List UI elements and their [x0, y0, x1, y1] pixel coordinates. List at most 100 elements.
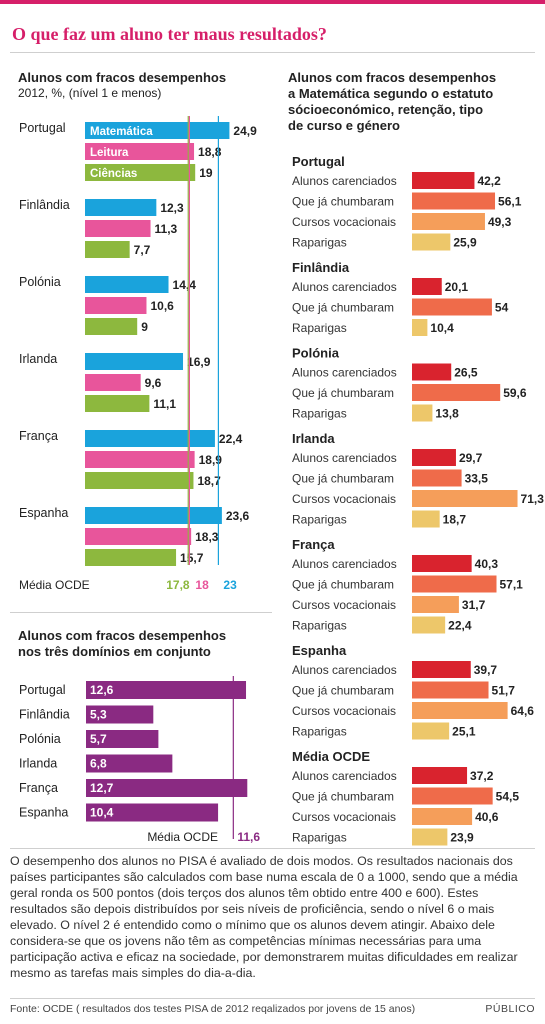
row-label-portugal-alunos-carenciados: Alunos carenciados [292, 174, 397, 188]
value-irlanda-alunos-carenciados: 29,7 [459, 451, 483, 465]
value-leitura-franca: 18,9 [199, 453, 223, 467]
row-label-finlandia-que-ja-chumbaram: Que já chumbaram [292, 301, 394, 315]
combined-bar-portugal [86, 681, 247, 699]
value-franca-alunos-carenciados: 40,3 [475, 557, 499, 571]
value-media-ocde-raparigas: 23,9 [450, 831, 474, 845]
note-divider [10, 848, 535, 849]
value-finlandia-raparigas: 10,4 [430, 321, 454, 335]
value-espanha-raparigas: 25,1 [452, 725, 476, 739]
row-label-irlanda-raparigas: Raparigas [292, 513, 347, 527]
bar-leitura-polonia [85, 297, 147, 314]
value-franca-que-ja-chumbaram: 57,1 [500, 578, 524, 592]
value-media-ocde-alunos-carenciados: 37,2 [470, 769, 494, 783]
value-espanha-cursos-vocacionais: 64,6 [511, 704, 535, 718]
legend-ciencias: Ciências [90, 168, 137, 180]
bar-matematica-franca [85, 430, 215, 447]
publisher-brand: PÚBLICO [485, 1003, 535, 1015]
value-matematica-finlandia: 12,3 [160, 201, 184, 215]
right-title: Alunos com fracos desempenhos a Matemáti… [288, 70, 497, 133]
row-label-media-ocde-alunos-carenciados: Alunos carenciados [292, 769, 397, 783]
bar-portugal-que-ja-chumbaram [412, 192, 496, 210]
group-title-finlandia: Finlândia [292, 260, 350, 275]
value-espanha-alunos-carenciados: 39,7 [474, 663, 498, 677]
combined-value-irlanda: 6,8 [90, 757, 107, 771]
combined-label-finlandia: Finlândia [19, 708, 70, 722]
combined-bar-finlandia [86, 705, 154, 724]
value-ciencias-finlandia: 7,7 [134, 243, 151, 257]
row-label-finlandia-raparigas: Raparigas [292, 321, 347, 335]
value-leitura-irlanda: 9,6 [145, 376, 162, 390]
row-label-media-ocde-raparigas: Raparigas [292, 831, 347, 845]
value-matematica-espanha: 23,6 [226, 509, 250, 523]
value-ciencias-portugal: 19 [199, 166, 213, 180]
bar-leitura-portugal [85, 143, 195, 160]
value-ciencias-irlanda: 11,1 [153, 397, 176, 411]
combined-bar-polonia [86, 730, 159, 748]
country-label-portugal: Portugal [19, 121, 66, 135]
bar-matematica-polonia [85, 276, 169, 293]
reference-value-0: 17,8 [166, 578, 190, 592]
row-label-media-ocde-cursos-vocacionais: Cursos vocacionais [292, 810, 396, 824]
row-label-espanha-alunos-carenciados: Alunos carenciados [292, 663, 397, 677]
row-label-espanha-cursos-vocacionais: Cursos vocacionais [292, 704, 396, 718]
explanatory-note: O desempenho dos alunos no PISA é avalia… [10, 854, 518, 980]
value-media-ocde-que-ja-chumbaram: 54,5 [496, 790, 520, 804]
value-irlanda-cursos-vocacionais: 71,3 [521, 492, 545, 506]
row-label-franca-raparigas: Raparigas [292, 619, 347, 633]
row-label-irlanda-cursos-vocacionais: Cursos vocacionais [292, 492, 396, 506]
value-portugal-alunos-carenciados: 42,2 [477, 174, 501, 188]
combined-label-franca: França [19, 781, 58, 795]
combined-value-espanha: 10,4 [90, 806, 114, 820]
combined-value-franca: 12,7 [90, 781, 114, 795]
bar-matematica-espanha [85, 507, 222, 524]
bar-leitura-espanha [85, 528, 192, 545]
reference-value-1: 18 [195, 578, 209, 592]
bar-matematica-irlanda [85, 353, 184, 370]
bar-ciencias-espanha [85, 549, 177, 566]
value-portugal-que-ja-chumbaram: 56,1 [498, 195, 522, 209]
combined-label-espanha: Espanha [19, 806, 68, 820]
page-title: O que faz um aluno ter maus resultados? [12, 24, 327, 44]
bar-finlandia-alunos-carenciados [412, 278, 442, 295]
title-divider [10, 52, 535, 53]
combined-bar-franca [86, 779, 248, 797]
chart-math-weak-by-status: Portugal Alunos carenciados 42,2 Que já chu… [292, 154, 545, 846]
group-title-espanha: Espanha [292, 643, 347, 658]
row-label-polonia-alunos-carenciados: Alunos carenciados [292, 366, 397, 380]
row-label-espanha-que-ja-chumbaram: Que já chumbaram [292, 684, 394, 698]
reference-label: Média OCDE [19, 578, 90, 592]
value-polonia-raparigas: 13,8 [435, 407, 459, 421]
row-label-portugal-cursos-vocacionais: Cursos vocacionais [292, 215, 396, 229]
bar-polonia-alunos-carenciados [412, 363, 452, 381]
combined-reference-value: 11,6 [237, 830, 260, 844]
value-irlanda-raparigas: 18,7 [443, 513, 467, 527]
row-label-portugal-que-ja-chumbaram: Que já chumbaram [292, 195, 394, 209]
group-title-portugal: Portugal [292, 154, 345, 169]
legend-matematica: Matemática [90, 126, 153, 138]
bar-espanha-alunos-carenciados [412, 661, 471, 678]
group-title-franca: França [292, 537, 335, 552]
value-finlandia-que-ja-chumbaram: 54 [495, 301, 509, 315]
row-label-polonia-raparigas: Raparigas [292, 407, 347, 421]
left-bottom-title: Alunos com fracos desempenhos nos três d… [18, 628, 227, 659]
bar-ciencias-irlanda [85, 395, 150, 412]
row-label-finlandia-alunos-carenciados: Alunos carenciados [292, 280, 397, 294]
bar-franca-cursos-vocacionais [412, 596, 459, 613]
value-leitura-portugal: 18,8 [198, 145, 222, 159]
bar-media-ocde-cursos-vocacionais [412, 808, 473, 825]
chart-weak-performance-by-domain: Portugal 24,9 Matemática 18,8 Leitura 19 Ciênc… [19, 116, 257, 592]
bar-ciencias-portugal [85, 164, 196, 181]
bar-espanha-raparigas [412, 722, 450, 740]
bar-media-ocde-que-ja-chumbaram [412, 787, 493, 805]
bar-finlandia-raparigas [412, 319, 428, 336]
bar-franca-alunos-carenciados [412, 555, 472, 572]
combined-bar-irlanda [86, 754, 173, 773]
bar-polonia-raparigas [412, 404, 433, 422]
combined-label-polonia: Polónia [19, 732, 61, 746]
value-matematica-polonia: 14,4 [173, 278, 197, 292]
bar-irlanda-cursos-vocacionais [412, 490, 518, 507]
country-label-finlandia: Finlândia [19, 198, 70, 212]
combined-value-finlandia: 5,3 [90, 708, 107, 722]
value-polonia-que-ja-chumbaram: 59,6 [503, 386, 527, 400]
bar-portugal-cursos-vocacionais [412, 213, 485, 230]
